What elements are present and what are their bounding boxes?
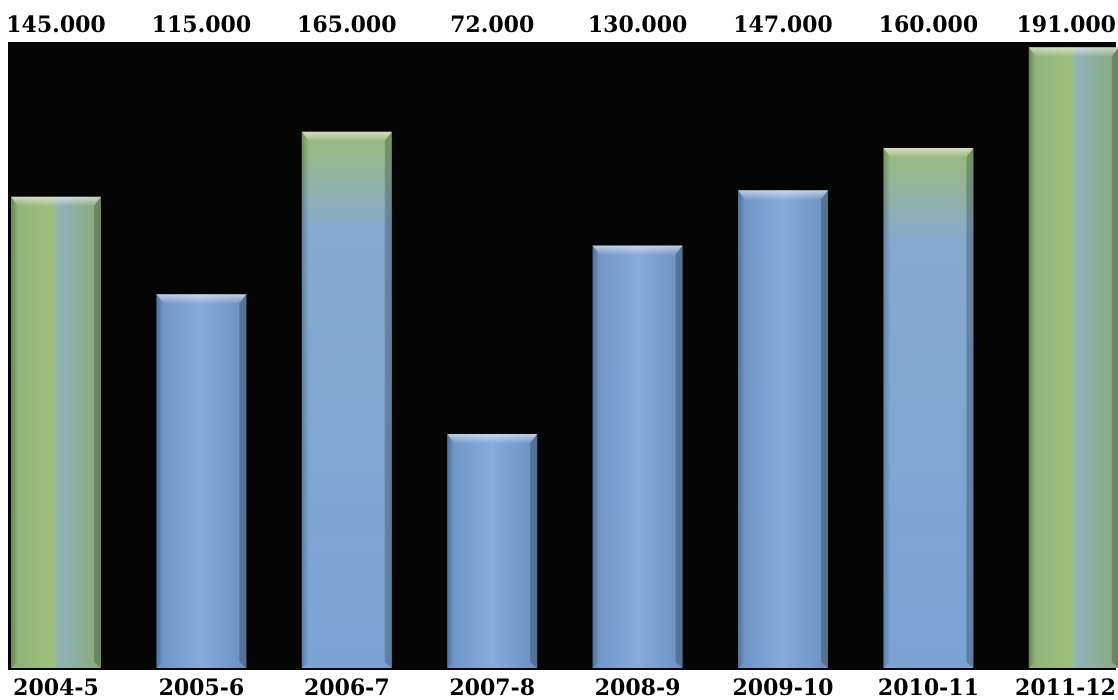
x-tick-label: 2009-10 [733,675,834,700]
bar-body [883,148,974,668]
bar-bevel-left [1028,47,1036,668]
data-label: 72.000 [450,12,534,38]
data-label: 160.000 [879,12,979,38]
x-tick-label: 2007-8 [449,675,535,700]
data-label: 191.000 [1016,12,1116,38]
bar-bevel-right [239,294,247,668]
bar-bevel-top [592,245,683,255]
bar-bevel-top [11,196,101,206]
bar-2009-10 [738,190,828,668]
bar-2007-8 [447,434,538,668]
bar-body [1028,47,1118,668]
bar-bevel-left [11,196,18,668]
bar-body [447,434,538,668]
data-label: 147.000 [733,12,833,38]
x-tick-label: 2005-6 [159,675,245,700]
bar-bevel-top [447,434,538,443]
bar-bevel-left [592,245,600,668]
bar-body [738,190,828,668]
bar-bevel-right [1111,48,1118,668]
bar-body [301,131,392,668]
x-tick-label: 2011-12 [1015,675,1116,700]
bar-bevel-left [738,190,745,668]
bar-bevel-left [301,131,309,668]
bar-2006-7 [301,131,392,668]
bar-bevel-top [738,190,828,200]
bar-bevel-top [156,294,247,304]
bar-2004-5 [11,196,101,668]
bar-body [11,196,101,668]
bar-bevel-top [1028,47,1118,57]
bar-body [592,245,683,668]
bar-2005-6 [156,294,247,668]
bar-2008-9 [592,245,683,668]
bar-bevel-left [156,294,164,668]
bar-2010-11 [883,148,974,668]
x-tick-label: 2008-9 [595,675,681,700]
bar-bevel-right [966,148,974,668]
bar-bevel-top [301,131,392,141]
bar-bevel-left [883,148,891,668]
bar-bevel-left [447,434,455,668]
x-tick-label: 2004-5 [13,675,99,700]
bar-2011-12 [1028,47,1118,668]
x-tick-label: 2006-7 [304,675,390,700]
bar-bevel-top [883,148,974,157]
data-label: 165.000 [297,12,397,38]
data-label: 145.000 [6,12,106,38]
x-tick-label: 2010-11 [878,675,979,700]
data-label: 115.000 [152,12,252,38]
bar-bevel-right [94,196,101,668]
bar-body [156,294,247,668]
bar-bevel-right [675,245,683,668]
bar-bevel-right [384,131,392,668]
bar-bevel-right [530,434,538,668]
data-label: 130.000 [588,12,688,38]
bar-bevel-right [821,190,828,668]
